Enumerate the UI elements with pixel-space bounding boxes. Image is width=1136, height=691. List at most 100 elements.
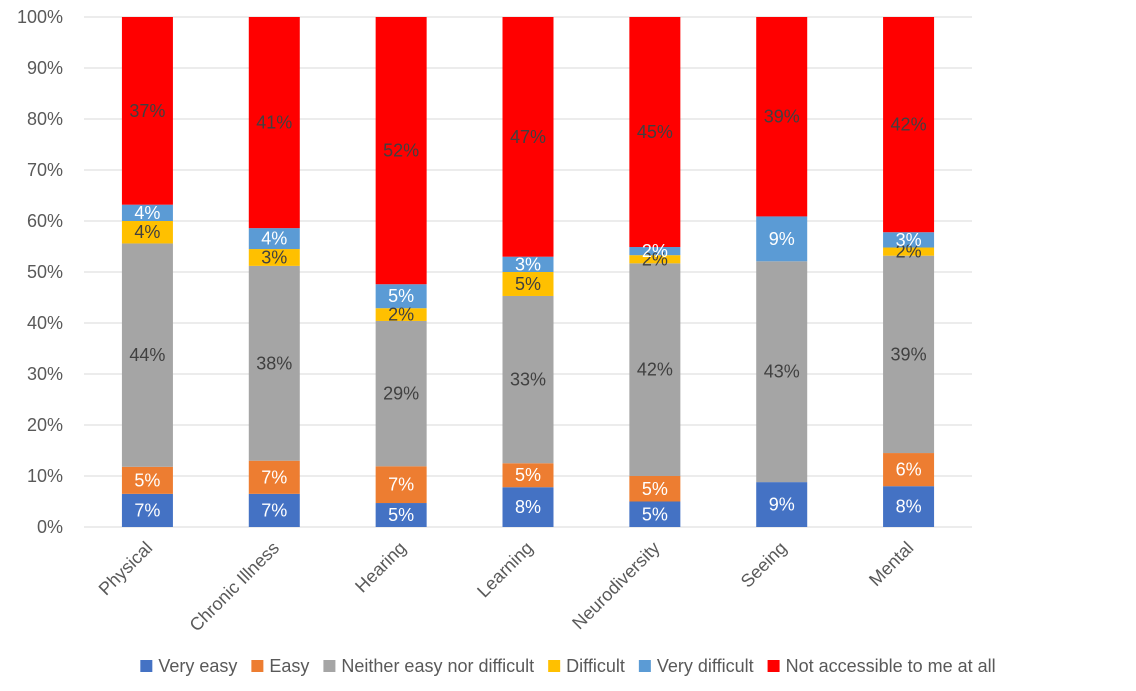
y-tick-label: 40% [27, 313, 63, 333]
bar-segment [883, 255, 935, 454]
bar-segment [121, 466, 173, 494]
x-axis-ticks: Physical Chronic Illness Hearing Learning Ne… [95, 538, 918, 636]
bar-segment [121, 493, 173, 527]
legend-swatch [767, 660, 780, 672]
legend-item: Very difficult [638, 656, 754, 676]
bar-segment [502, 272, 554, 296]
legend-label: Easy [269, 656, 309, 676]
legend-item: Neither easy nor difficult [323, 656, 534, 676]
data-label: 52% [383, 141, 419, 161]
legend-swatch [140, 660, 153, 672]
legend-item: Difficult [548, 656, 625, 676]
data-label: 47% [510, 127, 546, 147]
bar-segment [883, 247, 935, 256]
data-label: 5% [642, 504, 668, 524]
y-tick-label: 60% [27, 211, 63, 231]
bar-segment [375, 466, 427, 504]
x-tick-label: Mental [865, 538, 917, 590]
data-label: 39% [764, 107, 800, 127]
y-tick-label: 70% [27, 160, 63, 180]
bar-segment [883, 453, 935, 487]
data-label: 37% [129, 101, 165, 121]
bar-segment [502, 463, 554, 488]
data-label: 9% [769, 229, 795, 249]
data-label: 42% [637, 360, 673, 380]
bar-segment [756, 482, 808, 527]
data-label: 45% [637, 122, 673, 142]
legend-swatch [323, 660, 336, 672]
data-label: 5% [515, 274, 541, 294]
data-label: 2% [642, 241, 668, 261]
data-label: 5% [515, 465, 541, 485]
data-label: 2% [642, 249, 668, 269]
legend-label: Neither easy nor difficult [341, 656, 534, 676]
data-label: 5% [134, 470, 160, 490]
data-label: 41% [256, 113, 292, 133]
data-label: 33% [510, 370, 546, 390]
x-tick-label: Learning [473, 538, 537, 602]
bar-segment [375, 308, 427, 321]
data-label: 4% [261, 229, 287, 249]
data-label: 42% [891, 115, 927, 135]
bar-segment [121, 17, 173, 205]
bar-segment [248, 265, 300, 461]
y-tick-label: 20% [27, 415, 63, 435]
legend-swatch [548, 660, 561, 672]
data-label: 5% [642, 479, 668, 499]
bar-segment [248, 493, 300, 527]
y-tick-label: 10% [27, 466, 63, 486]
data-label: 5% [388, 286, 414, 306]
bar-segment [883, 17, 935, 233]
bar-segment [248, 249, 300, 266]
data-label: 8% [896, 497, 922, 517]
data-label: 29% [383, 384, 419, 404]
legend-label: Very easy [158, 656, 237, 676]
bar-segment [121, 204, 173, 221]
bar-segment [375, 284, 427, 309]
bar-segment [375, 503, 427, 527]
bar-segment [883, 232, 935, 248]
bar-segment [756, 261, 808, 483]
x-tick-label: Physical [95, 538, 157, 600]
bar-segment [121, 221, 173, 244]
data-label: 39% [891, 344, 927, 364]
bar-segment [629, 17, 681, 248]
bar-segment [502, 487, 554, 527]
data-label: 3% [261, 247, 287, 267]
x-tick-label: Hearing [351, 538, 410, 597]
y-axis-ticks: 0% 10% 20% 30% 40% 50% 60% 70% 80% 90% 100% [17, 7, 63, 537]
legend-swatch [638, 660, 651, 672]
data-label: 3% [515, 254, 541, 274]
data-label: 3% [896, 230, 922, 250]
data-label: 9% [769, 495, 795, 515]
data-label: 7% [261, 467, 287, 487]
y-tick-label: 30% [27, 364, 63, 384]
y-tick-label: 0% [37, 517, 63, 537]
data-label: 43% [764, 362, 800, 382]
data-label: 4% [134, 203, 160, 223]
bar-segment [629, 255, 681, 264]
data-label: 2% [896, 242, 922, 262]
legend-label: Not accessible to me at all [786, 656, 996, 676]
bar-segment [502, 17, 554, 257]
data-label: 7% [261, 500, 287, 520]
data-label: 8% [515, 497, 541, 517]
bar-segment [248, 17, 300, 229]
data-label: 4% [134, 222, 160, 242]
legend-label: Very difficult [657, 656, 754, 676]
bar-segment [756, 216, 808, 262]
y-tick-label: 50% [27, 262, 63, 282]
data-label: 7% [388, 475, 414, 495]
bar-segment [375, 17, 427, 285]
bar-segment [502, 295, 554, 464]
bar-segment [883, 486, 935, 527]
bar-segment [629, 476, 681, 502]
y-tick-label: 100% [17, 7, 63, 27]
bar-segment [375, 320, 427, 467]
bar-segment [248, 228, 300, 250]
bar-segment [756, 17, 808, 217]
legend-item: Very easy [140, 656, 237, 676]
data-label: 38% [256, 353, 292, 373]
